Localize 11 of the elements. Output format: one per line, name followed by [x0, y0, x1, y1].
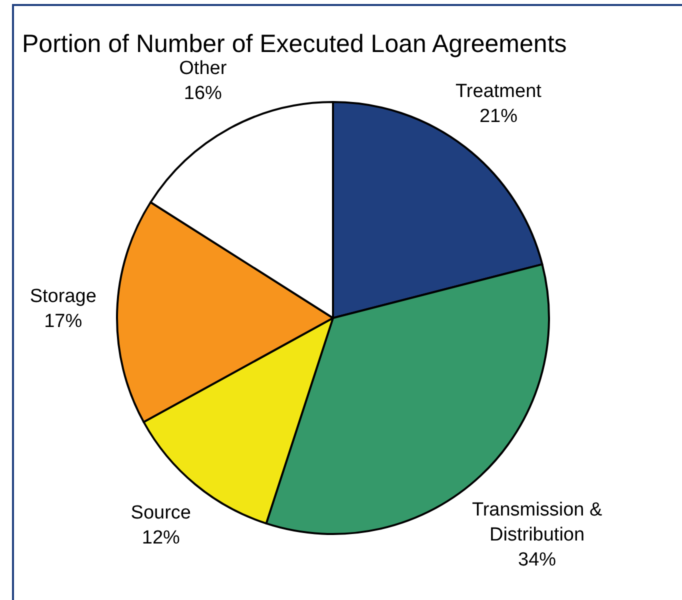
- data-label: 17%: [44, 311, 82, 332]
- data-label: 12%: [142, 528, 180, 549]
- slice-label: Treatment: [456, 81, 542, 102]
- slice-label: Source: [130, 502, 191, 524]
- data-label: 16%: [184, 82, 222, 104]
- slice-label: Storage: [30, 286, 96, 308]
- data-label: 34%: [518, 549, 556, 570]
- data-label: 21%: [479, 106, 518, 128]
- slice-label: Transmission & Distribution: [472, 499, 602, 546]
- slice-label: Other: [179, 58, 228, 79]
- chart-title: Portion of Number of Executed Loan Agreements: [22, 30, 567, 58]
